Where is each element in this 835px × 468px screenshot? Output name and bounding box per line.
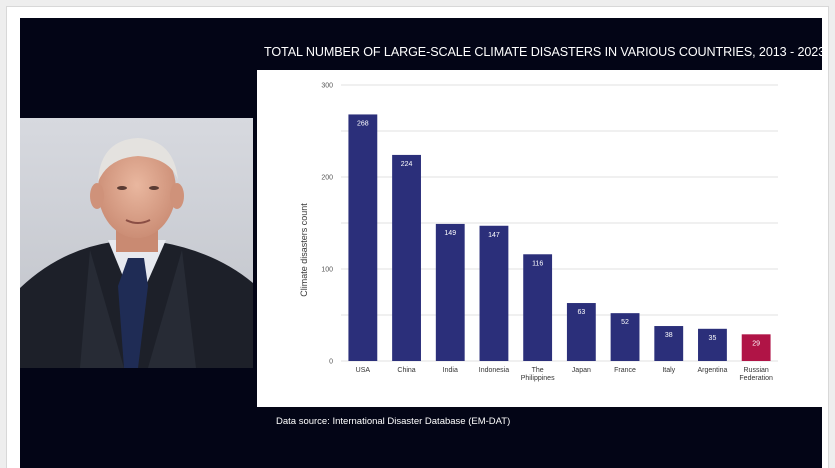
bar-value-label: 224 <box>401 161 413 168</box>
video-player[interactable]: TOTAL NUMBER OF LARGE-SCALE CLIMATE DISA… <box>20 18 822 468</box>
y-tick-label: 200 <box>321 175 333 182</box>
category-label: China <box>397 367 415 374</box>
category-label: India <box>443 367 458 374</box>
bar-value-label: 116 <box>532 260 543 267</box>
bar[interactable] <box>523 254 553 361</box>
bar-chart: 0 100 200 300 268 224 149 147 116 63 52 38 35 29 USA… <box>299 83 778 382</box>
bar[interactable] <box>741 334 771 361</box>
category-label: France <box>614 367 636 374</box>
presenter-video <box>20 118 253 368</box>
bar-value-label: 35 <box>709 335 717 342</box>
bar-value-label: 147 <box>488 232 500 239</box>
presenter-image <box>20 118 253 368</box>
category-label: USA <box>356 367 371 374</box>
category-label: Indonesia <box>479 367 509 374</box>
bar-value-label: 38 <box>665 332 673 339</box>
bar-value-label: 29 <box>752 340 760 347</box>
y-axis-ticks: 0 100 200 300 <box>321 83 333 366</box>
bar[interactable] <box>566 303 596 361</box>
category-label: The Philippines <box>521 367 555 382</box>
category-labels: USA China India Indonesia The Philippines Japa… <box>356 367 773 382</box>
bar[interactable] <box>479 225 509 361</box>
bar[interactable] <box>610 313 640 361</box>
bar[interactable] <box>392 154 421 361</box>
category-label: Argentina <box>697 367 727 374</box>
bar[interactable] <box>654 326 684 361</box>
bars: 268 224 149 147 116 63 52 38 35 29 <box>348 114 771 361</box>
data-source: Data source: International Disaster Data… <box>276 416 511 427</box>
bar[interactable] <box>435 223 465 361</box>
bar[interactable] <box>348 114 378 361</box>
category-label: Italy <box>662 367 675 374</box>
y-tick-label: 100 <box>321 267 333 274</box>
y-axis-label: Climate disasters count <box>299 203 309 297</box>
bar[interactable] <box>698 328 727 361</box>
y-tick-label: 0 <box>329 359 333 366</box>
bar-value-label: 52 <box>621 319 629 326</box>
chart-panel: 0 100 200 300 268 224 149 147 116 63 52 38 35 29 USA… <box>257 70 822 407</box>
bar-value-label: 149 <box>444 230 456 237</box>
chart-title: TOTAL NUMBER OF LARGE-SCALE CLIMATE DISA… <box>264 45 822 59</box>
bar-value-label: 268 <box>357 120 369 127</box>
category-label: Russian Federation <box>739 367 773 382</box>
bar-value-label: 63 <box>577 309 585 316</box>
y-tick-label: 300 <box>321 83 333 90</box>
category-label: Japan <box>572 367 591 374</box>
